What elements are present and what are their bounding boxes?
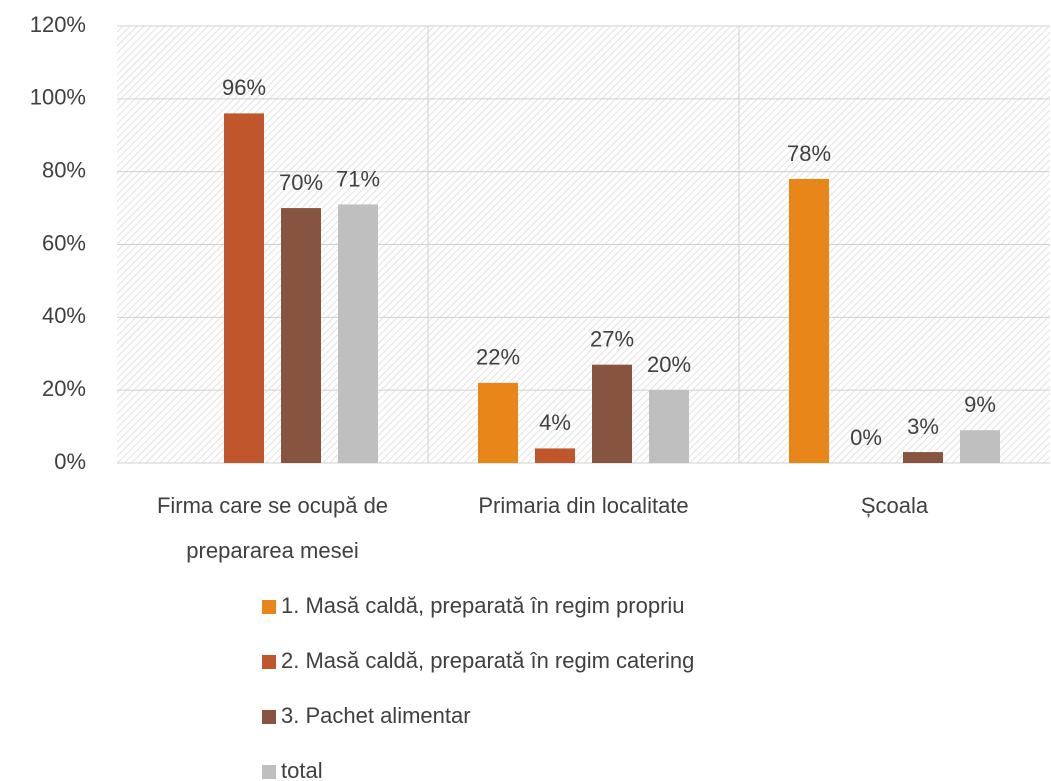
- value-label: 0%: [850, 425, 882, 450]
- value-label: 71%: [336, 166, 380, 191]
- value-label: 3%: [907, 414, 939, 439]
- y-tick-label: 20%: [42, 376, 86, 401]
- value-label: 27%: [590, 326, 634, 351]
- legend-label: 1. Masă caldă, preparată în regim propri…: [281, 593, 685, 618]
- legend-swatch: [262, 710, 276, 724]
- legend-swatch: [262, 600, 276, 614]
- bar: [960, 430, 1000, 463]
- value-label: 9%: [964, 392, 996, 417]
- legend-label: total: [281, 758, 323, 781]
- y-tick-label: 0%: [54, 449, 86, 474]
- value-label: 22%: [476, 345, 520, 370]
- value-label: 70%: [279, 170, 323, 195]
- legend-swatch: [262, 765, 276, 779]
- y-tick-label: 40%: [42, 303, 86, 328]
- bar: [281, 208, 321, 463]
- bar: [789, 178, 829, 463]
- x-tick-label: Firma care se ocupă de prepararea mesei: [156, 493, 389, 563]
- y-tick-label: 100%: [30, 85, 86, 110]
- x-tick-label: Primaria din localitate: [478, 493, 689, 518]
- bar: [224, 113, 264, 464]
- bar: [903, 452, 943, 463]
- y-tick-label: 120%: [30, 12, 86, 37]
- y-tick-label: 60%: [42, 230, 86, 255]
- bar: [478, 382, 518, 463]
- value-label: 96%: [222, 75, 266, 100]
- value-label: 4%: [539, 410, 571, 435]
- legend-label: 3. Pachet alimentar: [281, 703, 471, 728]
- bar: [338, 204, 378, 464]
- value-label: 78%: [787, 141, 831, 166]
- bar: [535, 448, 575, 463]
- legend-swatch: [262, 655, 276, 669]
- bar: [592, 364, 632, 463]
- bar: [649, 390, 689, 463]
- x-tick-label: Școala: [860, 493, 929, 518]
- value-label: 20%: [647, 352, 691, 377]
- y-tick-label: 80%: [42, 157, 86, 182]
- legend-label: 2. Masă caldă, preparată în regim cateri…: [281, 648, 694, 673]
